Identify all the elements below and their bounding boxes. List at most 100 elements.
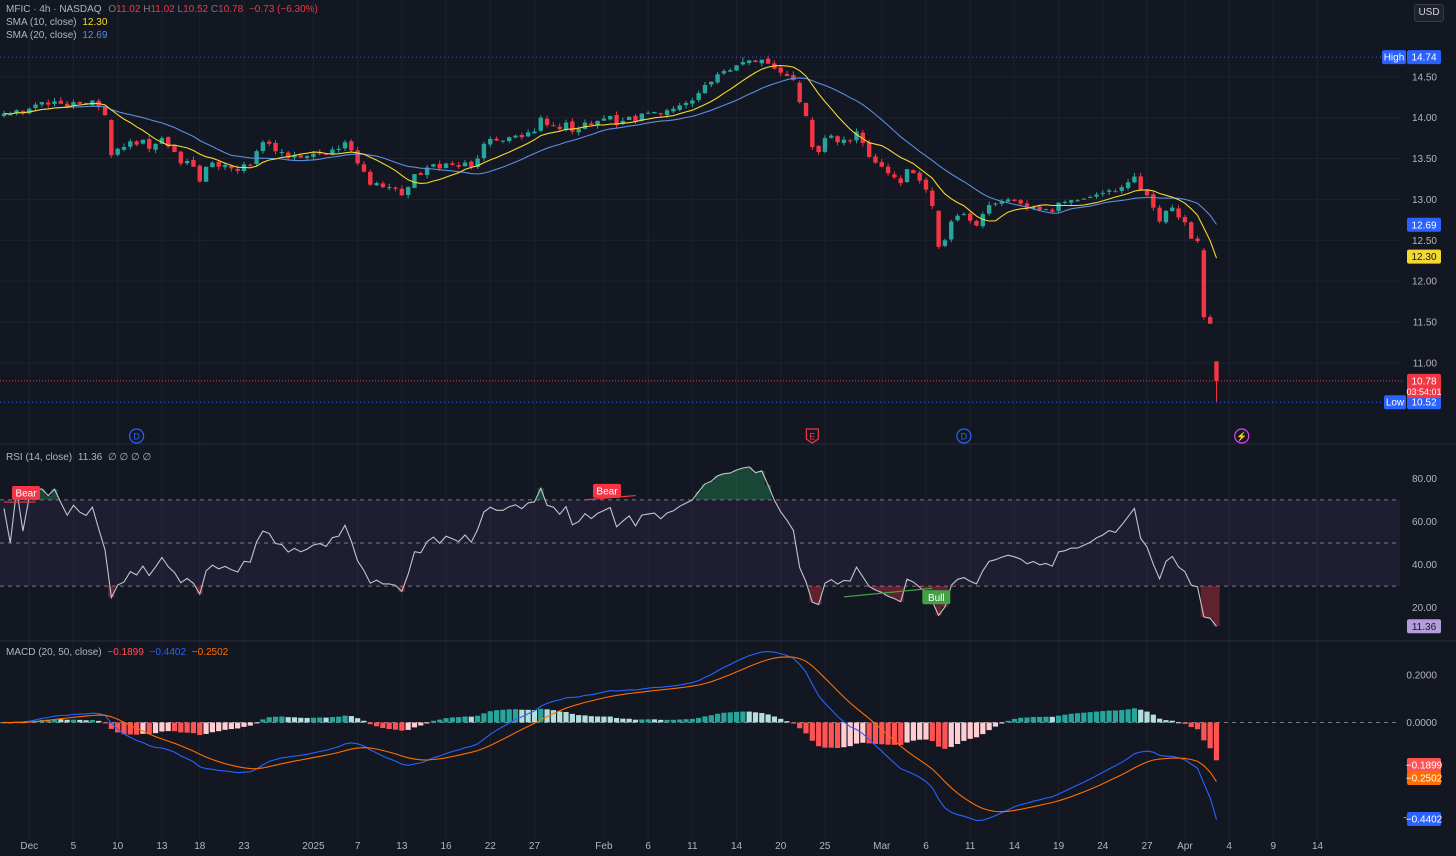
divergence-label-1: Bear (592, 483, 621, 498)
macd-hist-bar-90 (569, 713, 575, 723)
divergence-line-2 (843, 587, 933, 598)
candle-body-117 (740, 62, 746, 65)
macd-hist-bar-122 (771, 716, 778, 723)
macd-hist-bar-92 (582, 715, 588, 723)
x-tick-label-13: 6 (645, 841, 651, 852)
macd-hist-bar-52 (329, 717, 335, 723)
sma10-legend[interactable]: SMA (10, close) 12.30 (6, 16, 107, 30)
candle-189 (1195, 235, 1200, 244)
candle-body-41 (260, 142, 266, 152)
macd-hist-bar-185 (1169, 720, 1175, 723)
x-tick-label-1: 5 (71, 841, 77, 852)
macd-hist-bar-108 (683, 719, 689, 723)
macd-line (3, 651, 1218, 822)
macd-hist-bar-25 (159, 722, 165, 732)
macd-hist-bar-18 (115, 722, 121, 733)
x-tick-label-3: 13 (156, 841, 168, 852)
sma10-value: 12.30 (82, 17, 108, 28)
candle-body-64 (405, 187, 411, 196)
low-tag-label-text: Low (1386, 398, 1405, 409)
macd-hist-bar-110 (696, 717, 702, 723)
macd-hist-bar-73 (462, 716, 468, 723)
x-tick-label-7: 7 (355, 841, 361, 852)
candle-31 (197, 164, 202, 183)
candle-190 (1201, 247, 1207, 320)
candle-54 (342, 139, 348, 151)
candle-141 (892, 171, 897, 180)
candle-115 (728, 68, 733, 73)
divergence-label-2: Bull (922, 590, 951, 605)
candle-body-22 (140, 139, 146, 144)
macd-hist-bar-166 (1049, 716, 1055, 723)
candle-body-170 (1075, 200, 1080, 202)
rsi-legend[interactable]: RSI (14, close) 11.36 ∅ ∅ ∅ ∅ (6, 451, 151, 465)
x-tick-label-15: 14 (731, 841, 743, 852)
candle-41 (260, 140, 266, 154)
candle-body-90 (570, 121, 575, 132)
last-price-value: 10.78 (1411, 376, 1436, 387)
candle-body-136 (860, 132, 866, 144)
sma10-label: SMA (10, close) (6, 17, 77, 28)
candle-44 (279, 148, 285, 156)
candle-body-162 (1024, 203, 1030, 209)
macd-hist-bar-74 (468, 716, 474, 723)
candle-187 (1182, 214, 1188, 226)
macd-hist-bar-71 (449, 717, 455, 723)
event-shape-0 (129, 428, 145, 444)
rsi-pane: Bear Bear Bull (0, 466, 1400, 627)
candle-106 (671, 105, 676, 114)
currency-button[interactable]: USD (1414, 4, 1444, 22)
candle-174 (1100, 190, 1106, 197)
x-tick-label-24: 27 (1141, 841, 1153, 852)
candle-body-113 (715, 74, 720, 83)
macd-hist-bar-178 (1125, 709, 1131, 723)
macd-hist-bar-141 (891, 722, 898, 745)
candle-body-100 (633, 115, 638, 122)
candle-body-19 (121, 147, 127, 150)
candle-body-129 (816, 145, 821, 153)
candle-158 (999, 198, 1004, 207)
macd-hist-bar-157 (992, 722, 999, 727)
candle-body-77 (488, 138, 493, 145)
sma20-line (3, 77, 1217, 225)
macd-legend[interactable]: MACD (20, 50, close) −0.1899 −0.4402 −0.… (6, 646, 228, 660)
candle-body-35 (222, 165, 228, 168)
candle-165 (1043, 208, 1049, 211)
candle-7 (46, 99, 51, 108)
candle-181 (1144, 189, 1150, 197)
candle-68 (431, 163, 436, 168)
candle-128 (810, 116, 815, 150)
macd-hist-bar-26 (165, 722, 171, 732)
sma20-legend[interactable]: SMA (20, close) 12.69 (6, 29, 107, 43)
divergence-label-0-text: Bear (15, 489, 37, 500)
macd-hist-bar-101 (639, 719, 645, 723)
macd-hist-bar-8 (51, 719, 58, 723)
macd-hist-bar-182 (1150, 714, 1156, 723)
candle-body-87 (551, 125, 556, 127)
candle-126 (797, 80, 802, 104)
candle-body-103 (652, 111, 657, 114)
macd-hist-bar-97 (613, 717, 620, 723)
candle-body-16 (102, 106, 108, 116)
candle-body-105 (664, 110, 670, 116)
macd-hist-bar-115 (727, 712, 733, 723)
low-tag-label: Low (1384, 395, 1406, 410)
candle-body-70 (443, 163, 449, 169)
macd-hist-bar-172 (1087, 712, 1093, 723)
candle-body-106 (671, 108, 676, 112)
macd-hist-bar-19 (121, 722, 127, 735)
candle-body-44 (279, 152, 285, 154)
candle-109 (690, 97, 695, 108)
candle-61 (387, 183, 392, 191)
candle-body-140 (885, 166, 891, 174)
price-tick-label-1: 14.00 (1412, 113, 1437, 124)
candle-body-151 (955, 215, 960, 221)
macd-hist-bar-125 (790, 722, 796, 724)
macd-hist-bar-80 (506, 709, 512, 723)
macd-hist-bar-155 (980, 722, 986, 735)
candle-96 (608, 115, 613, 121)
candle-138 (873, 153, 878, 164)
candle-body-124 (784, 73, 790, 76)
macd-hist-bar-69 (437, 719, 443, 723)
